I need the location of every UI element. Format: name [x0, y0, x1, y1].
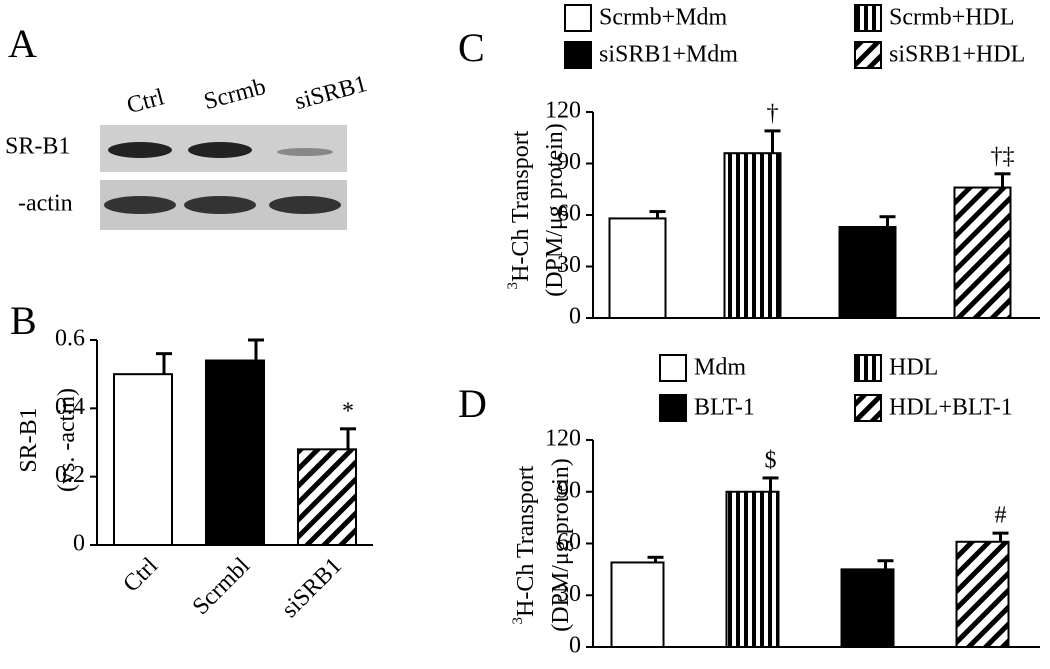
bar [955, 540, 1010, 649]
y-tick-label: 30 [557, 581, 581, 607]
legend-label: HDL+BLT-1 [889, 395, 1013, 421]
y-tick-label: 90 [557, 149, 581, 175]
legend-label: siSRB1+HDL [889, 42, 1025, 68]
bar [725, 490, 780, 648]
y-tick-label: 0 [569, 633, 581, 659]
row-label: -actin [18, 191, 73, 217]
legend-label: Scrmb+HDL [889, 5, 1015, 31]
legend-label: Mdm [694, 355, 746, 381]
bar [953, 186, 1012, 319]
x-tick-label: Ctrl [118, 553, 163, 598]
bar [205, 359, 265, 546]
bar [608, 217, 667, 319]
y-tick-label: 0.4 [55, 394, 85, 420]
legend-swatch [854, 354, 882, 382]
y-axis-label-text: (DPM/μg protein) [548, 458, 574, 632]
blot-band [184, 196, 256, 214]
y-axis-label-text: SR-B1 [16, 407, 42, 472]
annotation: †‡ [991, 143, 1015, 169]
bar [840, 568, 895, 648]
legend-label: BLT-1 [694, 395, 755, 421]
annotation: † [767, 100, 779, 126]
y-axis-label-superscript: 3 [505, 282, 521, 290]
lane-label: siSRB1 [292, 71, 370, 115]
y-axis-label: 3H-Ch Transport [505, 130, 533, 289]
blot-band [108, 142, 172, 158]
blot-band [188, 142, 252, 158]
legend-swatch [659, 394, 687, 422]
legend-swatch [854, 394, 882, 422]
bar [297, 448, 357, 547]
legend-swatch [854, 41, 882, 69]
y-tick-label: 120 [545, 98, 581, 124]
annotation: $ [765, 447, 777, 473]
y-axis-label: (vs. -actin) [54, 388, 80, 492]
legend-swatch [564, 41, 592, 69]
bar [838, 226, 897, 319]
legend-swatch [659, 354, 687, 382]
y-tick-label: 60 [557, 201, 581, 227]
bar [723, 152, 782, 319]
bar [610, 561, 665, 648]
y-axis-label-text: H-Ch Transport [513, 465, 539, 617]
annotation: # [995, 503, 1007, 529]
panel-letter: D [458, 381, 487, 426]
y-axis-label: 3H-Ch Transport [510, 465, 538, 624]
x-tick-label: Scrmbl [188, 553, 256, 621]
lane-label: Scrmb [201, 74, 268, 115]
y-axis-label-superscript: 3 [510, 617, 526, 625]
y-tick-label: 0 [73, 531, 85, 557]
bar [113, 373, 173, 546]
panel-letter: B [10, 298, 37, 343]
y-axis-label: (DPM/μg protein) [542, 123, 568, 297]
panel-letter: C [458, 25, 485, 70]
panel-letter: A [8, 21, 37, 66]
legend-swatch [854, 4, 882, 32]
y-axis-label-text: H-Ch Transport [508, 130, 534, 282]
legend-swatch [564, 4, 592, 32]
y-axis-label: (DPM/μg protein) [548, 458, 574, 632]
y-tick-label: 30 [557, 252, 581, 278]
y-axis-label-text: (DPM/μg protein) [542, 123, 568, 297]
legend-label: siSRB1+Mdm [599, 42, 738, 68]
x-tick-label: siSRB1 [277, 553, 347, 623]
y-tick-label: 60 [557, 529, 581, 555]
blot-band [104, 196, 176, 214]
y-axis-label-text: (vs. -actin) [54, 388, 80, 492]
y-tick-label: 0.6 [55, 326, 85, 352]
blot-band [269, 196, 341, 214]
row-label: SR-B1 [5, 134, 70, 160]
y-tick-label: 0 [569, 304, 581, 330]
y-tick-label: 0.2 [55, 462, 85, 488]
blot-band [277, 148, 333, 156]
legend-label: HDL [889, 355, 938, 381]
lane-label: Ctrl [124, 84, 167, 119]
y-tick-label: 90 [557, 477, 581, 503]
y-tick-label: 120 [545, 426, 581, 452]
legend-label: Scrmb+Mdm [599, 5, 728, 31]
annotation: * [342, 398, 354, 424]
y-axis-label: SR-B1 [16, 407, 42, 472]
